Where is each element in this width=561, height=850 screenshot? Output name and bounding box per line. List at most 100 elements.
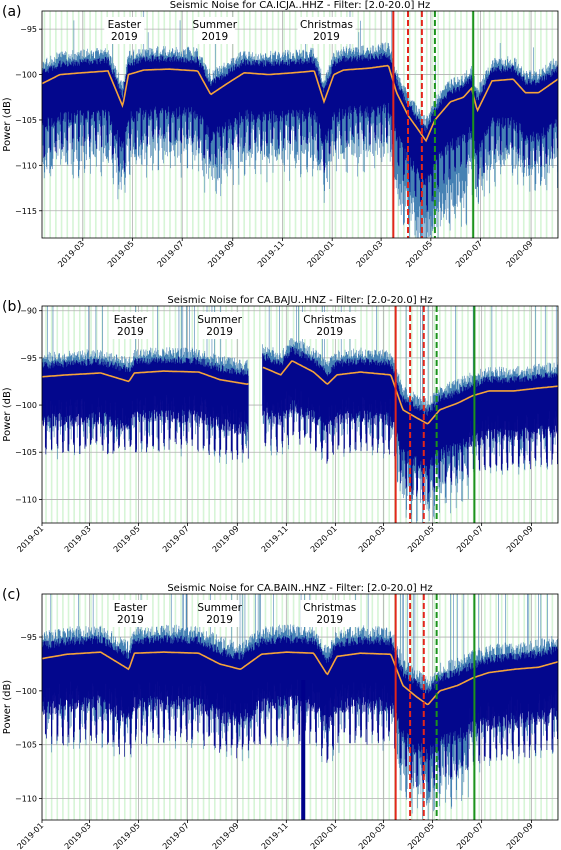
panel-letter: (b) [2,299,22,315]
x-tick-label: 2019-01 [15,821,45,850]
y-tick-label: −100 [15,687,37,696]
annotation-box [300,312,359,339]
x-tick-label: 2019-03 [63,524,93,554]
chart-panel-2: Easter2019Summer2019Christmas2019−90−95−… [2,295,559,554]
annotation-text: Easter [114,314,148,326]
y-axis-label: Power (dB) [2,387,13,442]
weekend-band [40,306,42,523]
hourly-noise-trace [42,346,558,502]
x-tick-label: 2020-03 [355,239,385,269]
hourly-noise-trace [42,53,558,212]
x-tick-label: 2019-03 [56,239,86,269]
annotation-text: 2019 [316,614,343,626]
annotation-box [110,312,151,339]
x-tick-label: 2020-03 [357,524,387,554]
annotation-text: Summer [193,19,238,31]
y-tick-label: −115 [15,207,37,216]
annotation-text: Summer [197,602,242,614]
x-tick-label: 2019-07 [161,821,191,850]
x-tick-label: 2019-01 [15,524,45,554]
weekend-band [259,306,261,523]
x-tick-label: 2020-07 [455,821,485,850]
panel-letter: (c) [2,587,21,603]
x-tick-label: 2019-07 [161,524,191,554]
y-tick-label: −90 [20,307,37,316]
x-tick-label: 2019-11 [256,239,286,269]
x-tick-label: 2019-05 [112,821,142,850]
x-tick-label: 2019-03 [63,821,93,850]
x-tick-label: 2020-07 [455,524,485,554]
chart-title: Seismic Noise for CA.BAIN..HNZ - Filter:… [167,583,432,594]
y-tick-label: −105 [15,448,37,457]
x-tick-label: 2019-09 [206,239,236,269]
annotation-box [300,600,359,627]
x-tick-label: 2020-05 [404,239,434,269]
annotation-text: 2019 [111,31,138,43]
x-tick-label: 2019-05 [112,524,142,554]
annotation-text: 2019 [201,31,228,43]
weekend-band [253,306,255,523]
annotation-text: Summer [197,314,242,326]
y-tick-label: −95 [20,354,37,363]
y-tick-label: −95 [20,633,37,642]
x-tick-label: 2020-05 [406,821,436,850]
y-tick-label: −110 [15,161,37,170]
axes-frame [41,10,559,239]
y-tick-label: −100 [15,71,37,80]
y-axis-label: Power (dB) [2,680,13,735]
annotation-text: Easter [108,19,142,31]
annotation-text: 2019 [206,326,233,338]
x-tick-label: 2020-09 [505,239,535,269]
annotation-box [199,600,240,627]
chart-panel-1: Easter2019Summer2019Christmas2019−95−100… [2,0,559,269]
y-tick-label: −95 [20,25,37,34]
axes-frame [41,305,559,524]
x-tick-label: 2019-07 [156,239,186,269]
weekend-band [40,594,42,820]
x-tick-label: 2020-05 [406,524,436,554]
annotation-box [104,17,145,44]
annotation-box [110,600,151,627]
annotation-box [194,17,235,44]
annotation-text: Christmas [303,602,356,614]
y-tick-label: −100 [15,401,37,410]
median-line [42,651,558,706]
annotation-text: Christmas [303,314,356,326]
weekend-band [38,11,40,238]
panel-letter: (a) [2,4,22,20]
chart-title: Seismic Noise for CA.BAJU..HNZ - Filter:… [167,295,432,306]
hourly-noise-trace [42,635,558,792]
median-line [42,64,558,143]
annotation-text: 2019 [117,614,144,626]
annotation-text: 2019 [313,31,340,43]
x-tick-label: 2020-07 [454,239,484,269]
annotation-text: Christmas [300,19,353,31]
annotation-text: 2019 [206,614,233,626]
annotation-box [199,312,240,339]
x-tick-label: 2020-09 [505,524,535,554]
x-tick-label: 2020-01 [306,239,336,269]
x-tick-label: 2020-09 [505,821,535,850]
chart-panel-3: Easter2019Summer2019Christmas2019−95−100… [2,583,559,850]
annotation-box [297,17,356,44]
x-tick-label: 2019-11 [260,524,290,554]
y-tick-label: −110 [15,794,37,803]
annotation-text: Easter [114,602,148,614]
annotation-text: 2019 [316,326,343,338]
annotation-text: 2019 [117,326,144,338]
chart-title: Seismic Noise for CA.ICJA..HHZ - Filter:… [170,0,431,11]
x-tick-label: 2019-09 [211,821,241,850]
x-tick-label: 2019-11 [260,821,290,850]
y-tick-label: −105 [15,116,37,125]
x-tick-label: 2019-09 [211,524,241,554]
x-tick-label: 2020-01 [309,821,339,850]
x-tick-label: 2019-05 [106,239,136,269]
y-axis-label: Power (dB) [2,97,13,152]
x-tick-label: 2020-03 [357,821,387,850]
y-tick-label: −110 [15,495,37,504]
y-tick-label: −105 [15,741,37,750]
noise-spike [301,680,306,820]
